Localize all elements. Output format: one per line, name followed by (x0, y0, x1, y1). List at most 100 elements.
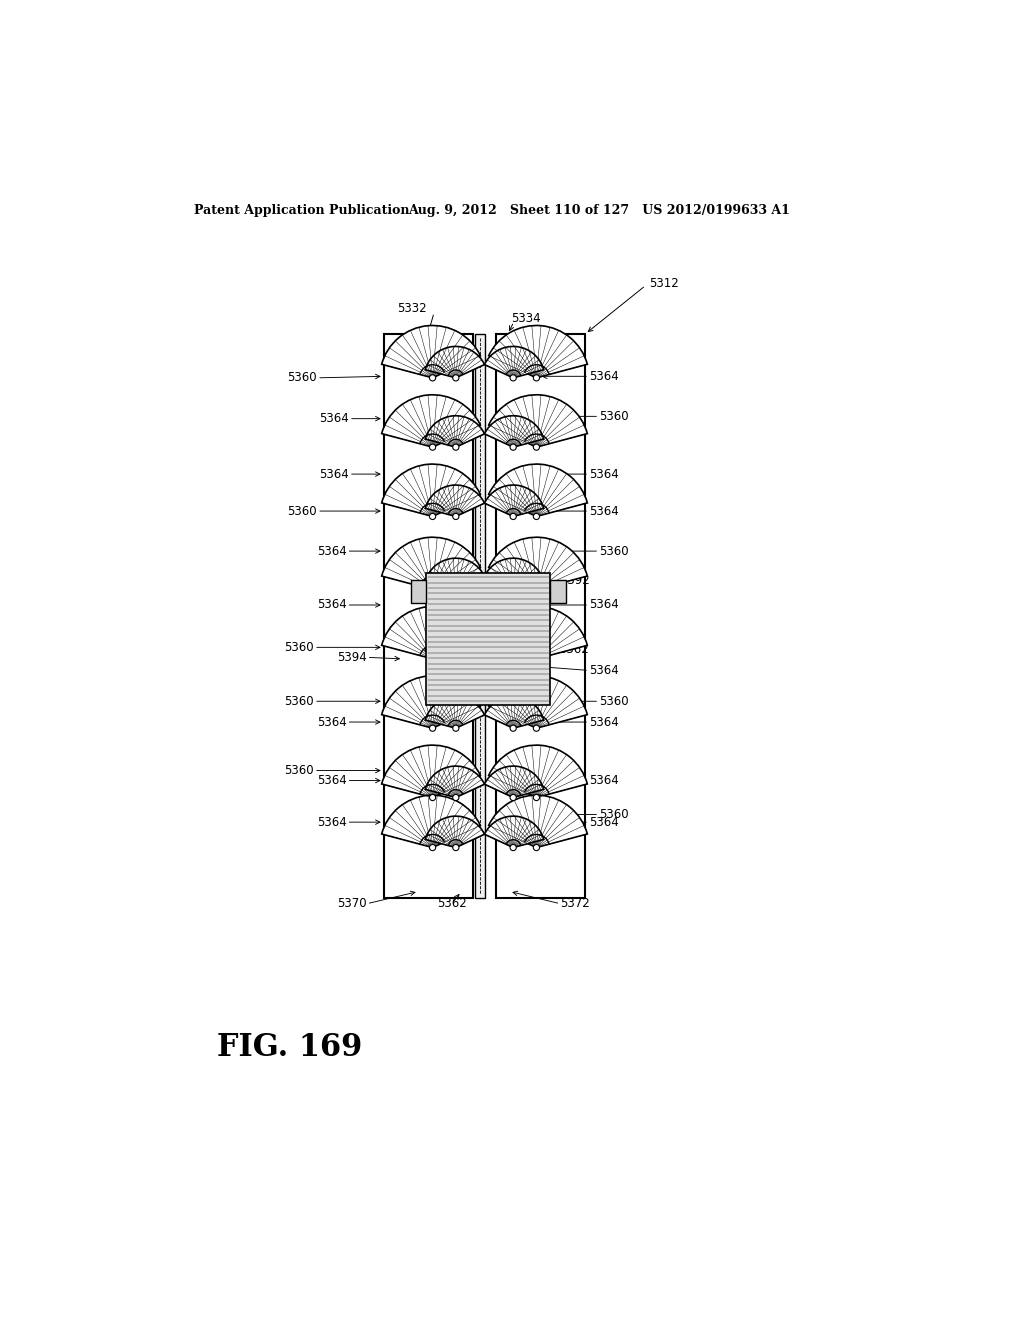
Wedge shape (382, 795, 480, 847)
Text: 5364: 5364 (589, 504, 618, 517)
Bar (496, 334, 586, 898)
Text: 5362: 5362 (425, 828, 456, 841)
Text: FIG. 169: FIG. 169 (217, 1032, 362, 1063)
Wedge shape (425, 416, 484, 447)
Wedge shape (425, 766, 484, 797)
Text: 5360: 5360 (599, 409, 629, 422)
Circle shape (429, 444, 435, 450)
Text: 5364: 5364 (316, 816, 346, 829)
Text: 5360: 5360 (285, 640, 314, 653)
Circle shape (453, 444, 459, 450)
Text: 5364: 5364 (589, 664, 618, 677)
Circle shape (534, 656, 540, 663)
Wedge shape (484, 627, 544, 659)
Text: 5334: 5334 (511, 312, 541, 325)
Circle shape (534, 795, 540, 800)
Wedge shape (425, 816, 484, 847)
Wedge shape (484, 416, 544, 447)
Wedge shape (488, 795, 588, 847)
Text: 5364: 5364 (319, 467, 349, 480)
Text: 5360: 5360 (599, 808, 629, 821)
Text: 5372: 5372 (560, 898, 590, 911)
Circle shape (429, 795, 435, 800)
Circle shape (429, 845, 435, 850)
Text: 5364: 5364 (316, 715, 346, 729)
Circle shape (534, 444, 540, 450)
Circle shape (453, 795, 459, 800)
Text: 5364: 5364 (589, 370, 618, 383)
Circle shape (453, 656, 459, 663)
Circle shape (510, 375, 516, 381)
Wedge shape (382, 465, 480, 516)
Text: 5394: 5394 (337, 651, 367, 664)
Wedge shape (484, 346, 544, 378)
Wedge shape (382, 676, 480, 729)
Wedge shape (488, 676, 588, 729)
Circle shape (429, 375, 435, 381)
Bar (475, 334, 484, 898)
Wedge shape (382, 537, 480, 590)
Circle shape (453, 586, 459, 593)
Text: 5392: 5392 (560, 574, 590, 587)
Wedge shape (382, 395, 480, 447)
Wedge shape (484, 697, 544, 729)
Text: 5362: 5362 (425, 487, 456, 500)
Circle shape (429, 513, 435, 520)
Circle shape (510, 656, 516, 663)
Text: 5362: 5362 (559, 643, 589, 656)
Text: 5360: 5360 (285, 764, 314, 777)
Wedge shape (488, 326, 588, 378)
Text: Patent Application Publication: Patent Application Publication (194, 205, 410, 218)
Circle shape (510, 513, 516, 520)
Wedge shape (425, 484, 484, 516)
Circle shape (510, 795, 516, 800)
Circle shape (534, 375, 540, 381)
Wedge shape (425, 697, 484, 729)
Circle shape (510, 845, 516, 850)
Text: 5362: 5362 (425, 764, 456, 777)
Wedge shape (425, 627, 484, 659)
Wedge shape (484, 766, 544, 797)
Wedge shape (484, 484, 544, 516)
Text: Aug. 9, 2012   Sheet 110 of 127   US 2012/0199633 A1: Aug. 9, 2012 Sheet 110 of 127 US 2012/01… (409, 205, 791, 218)
Circle shape (453, 375, 459, 381)
Wedge shape (484, 558, 544, 590)
Circle shape (453, 725, 459, 731)
Circle shape (534, 513, 540, 520)
Circle shape (534, 845, 540, 850)
Circle shape (453, 845, 459, 850)
Text: 5332: 5332 (396, 302, 426, 315)
Wedge shape (425, 558, 484, 590)
Text: 5360: 5360 (599, 694, 629, 708)
Text: 5360: 5360 (285, 694, 314, 708)
Wedge shape (382, 607, 480, 659)
Circle shape (510, 444, 516, 450)
Text: 5370: 5370 (337, 898, 367, 911)
Text: 5362: 5362 (437, 898, 467, 911)
Wedge shape (488, 607, 588, 659)
Text: 5362: 5362 (425, 428, 456, 441)
Text: 5364: 5364 (589, 774, 618, 787)
Text: 5312: 5312 (649, 277, 679, 289)
Wedge shape (382, 326, 480, 378)
Text: 5364: 5364 (589, 598, 618, 611)
Circle shape (534, 586, 540, 593)
Circle shape (453, 513, 459, 520)
Circle shape (510, 725, 516, 731)
Text: 5364: 5364 (316, 598, 346, 611)
Text: 5364: 5364 (316, 774, 346, 787)
Text: 5364: 5364 (589, 467, 618, 480)
Circle shape (429, 725, 435, 731)
Text: 5360: 5360 (599, 545, 629, 557)
Text: 5360: 5360 (288, 504, 317, 517)
Text: 5362: 5362 (425, 354, 456, 367)
Circle shape (534, 725, 540, 731)
Circle shape (429, 656, 435, 663)
Text: 5364: 5364 (589, 715, 618, 729)
Bar (426, 573, 550, 705)
Wedge shape (488, 746, 588, 797)
Circle shape (429, 586, 435, 593)
Text: 5364: 5364 (589, 816, 618, 829)
Wedge shape (382, 746, 480, 797)
Bar (411, 581, 426, 603)
